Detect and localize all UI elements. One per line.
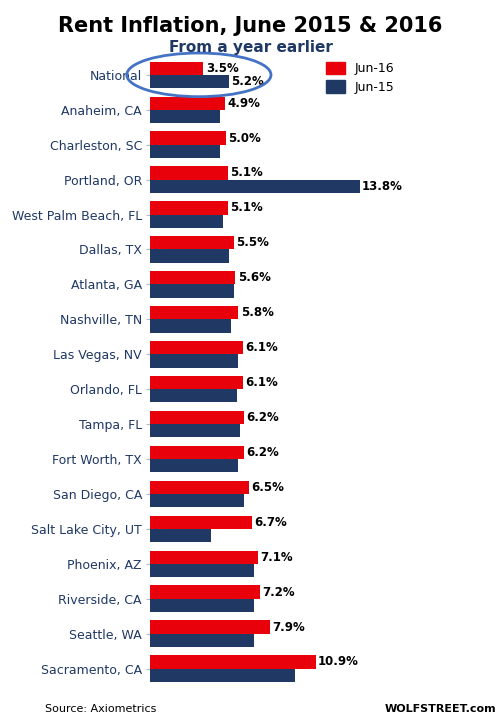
Bar [150, 236, 234, 250]
Bar [150, 634, 254, 647]
Bar [150, 166, 228, 179]
Text: 6.1%: 6.1% [245, 376, 278, 389]
Bar [150, 551, 258, 564]
Bar [150, 669, 295, 682]
Text: 6.2%: 6.2% [246, 446, 280, 459]
Text: 6.5%: 6.5% [252, 481, 284, 494]
Bar [150, 271, 235, 284]
Bar [150, 585, 260, 599]
Text: Rent Inflation, June 2015 & 2016: Rent Inflation, June 2015 & 2016 [58, 16, 443, 36]
Bar [150, 62, 203, 75]
Bar [150, 564, 254, 577]
Text: 5.5%: 5.5% [236, 236, 269, 249]
Bar [150, 655, 316, 669]
Bar [150, 215, 223, 228]
Bar [150, 390, 237, 402]
Bar [150, 424, 240, 437]
Text: 5.8%: 5.8% [240, 306, 274, 319]
Text: 4.9%: 4.9% [227, 96, 260, 109]
Text: 5.2%: 5.2% [231, 75, 264, 88]
Bar [150, 320, 231, 333]
Bar [150, 284, 234, 297]
Bar [150, 529, 211, 542]
Bar [150, 96, 224, 109]
Text: Source: Axiometrics: Source: Axiometrics [45, 704, 156, 714]
Text: 3.5%: 3.5% [206, 62, 238, 75]
Bar [150, 621, 270, 634]
Bar [150, 109, 220, 123]
Bar [150, 354, 238, 367]
Bar [150, 599, 254, 612]
Bar [150, 446, 244, 459]
Bar [150, 459, 238, 472]
Text: 7.2%: 7.2% [262, 585, 295, 598]
Bar [150, 411, 244, 424]
Bar [150, 145, 220, 158]
Text: 5.1%: 5.1% [230, 202, 263, 215]
Bar [150, 516, 252, 529]
Text: 7.9%: 7.9% [273, 621, 305, 634]
Bar [150, 202, 228, 215]
Bar [150, 376, 243, 390]
Bar [150, 250, 229, 263]
Legend: Jun-16, Jun-15: Jun-16, Jun-15 [321, 57, 400, 99]
Text: 5.0%: 5.0% [228, 132, 261, 145]
Text: From a year earlier: From a year earlier [168, 40, 333, 55]
Bar [150, 179, 360, 193]
Text: 10.9%: 10.9% [318, 655, 359, 668]
Bar [150, 75, 229, 88]
Bar [150, 341, 243, 354]
Text: 5.1%: 5.1% [230, 166, 263, 179]
Bar [150, 132, 226, 145]
Text: 7.1%: 7.1% [261, 551, 293, 564]
Bar [150, 494, 244, 508]
Text: 13.8%: 13.8% [362, 180, 403, 193]
Text: 5.6%: 5.6% [237, 271, 271, 284]
Bar [150, 306, 238, 320]
Text: 6.7%: 6.7% [255, 516, 287, 528]
Text: 6.2%: 6.2% [246, 411, 280, 424]
Text: WOLFSTREET.com: WOLFSTREET.com [384, 704, 496, 714]
Bar [150, 481, 249, 494]
Text: 6.1%: 6.1% [245, 341, 278, 354]
